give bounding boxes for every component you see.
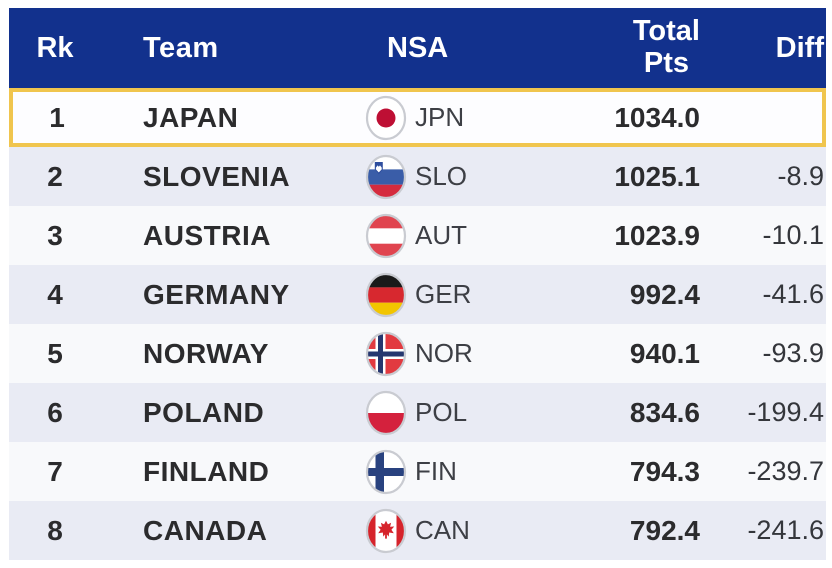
total-pts-cell: 834.6	[629, 396, 700, 428]
team-cell: SLOVENIA	[143, 160, 291, 192]
nsa-code: FIN	[415, 456, 457, 486]
total-pts-cell: 1025.1	[614, 160, 700, 192]
flag-norway-icon	[365, 331, 407, 377]
rank-cell: 8	[47, 514, 63, 546]
nsa-cell: JPN	[349, 95, 511, 141]
nsa-code: SLO	[415, 161, 468, 191]
team-cell: JAPAN	[143, 101, 239, 133]
diff-cell: -41.6	[762, 279, 824, 309]
table-row[interactable]: 1 JAPAN JPN 1034.0	[9, 88, 826, 147]
table-row[interactable]: 2 SLOVENIA SLO	[9, 147, 826, 206]
header-total-pts: Total Pts	[511, 15, 706, 80]
flag-slovenia-icon	[365, 154, 407, 200]
header-total-pts-line1: Total	[632, 15, 700, 48]
nsa-cell: FIN	[349, 449, 511, 495]
table-row[interactable]: 7 FINLAND FIN 794.3 -239.7	[9, 442, 826, 501]
header-total-pts-line2: Pts	[643, 47, 689, 79]
total-pts-cell: 992.4	[629, 278, 700, 310]
rank-cell: 2	[47, 160, 63, 192]
table-row[interactable]: 5 NORWAY NOR 940.1 -93.9	[9, 324, 826, 383]
total-pts-cell: 1034.0	[614, 101, 700, 133]
rank-cell: 6	[47, 396, 63, 428]
team-cell: FINLAND	[143, 455, 270, 487]
nsa-cell: AUT	[349, 213, 511, 259]
nsa-cell: CAN	[349, 508, 511, 554]
total-pts-cell: 792.4	[629, 514, 700, 546]
total-pts-cell: 794.3	[629, 455, 700, 487]
nsa-code: CAN	[415, 515, 470, 545]
rank-cell: 1	[49, 101, 65, 133]
diff-cell: -199.4	[747, 397, 824, 427]
rank-cell: 5	[47, 337, 63, 369]
rank-cell: 4	[47, 278, 63, 310]
nsa-cell: POL	[349, 390, 511, 436]
diff-cell: -8.9	[777, 161, 824, 191]
diff-cell: -239.7	[747, 456, 824, 486]
flag-canada-icon	[365, 508, 407, 554]
nsa-code: JPN	[415, 102, 465, 132]
team-cell: NORWAY	[143, 337, 269, 369]
table-row[interactable]: 4 GERMANY GER 992.4 -41.6	[9, 265, 826, 324]
nsa-code: NOR	[415, 338, 473, 368]
team-cell: POLAND	[143, 396, 265, 428]
team-cell: CANADA	[143, 514, 268, 546]
flag-finland-icon	[365, 449, 407, 495]
flag-germany-icon	[365, 272, 407, 318]
team-cell: GERMANY	[143, 278, 290, 310]
flag-japan-icon	[365, 95, 407, 141]
table-header: Rk Team NSA Total Pts Diff	[9, 8, 826, 88]
header-team: Team	[143, 31, 219, 64]
nsa-cell: NOR	[349, 331, 511, 377]
team-cell: AUSTRIA	[143, 219, 271, 251]
total-pts-cell: 940.1	[629, 337, 700, 369]
rank-cell: 3	[47, 219, 63, 251]
nsa-code: GER	[415, 279, 472, 309]
nsa-code: AUT	[415, 220, 467, 250]
total-pts-cell: 1023.9	[614, 219, 700, 251]
nsa-cell: GER	[349, 272, 511, 318]
diff-cell: -93.9	[762, 338, 824, 368]
header-diff: Diff	[775, 31, 824, 64]
flag-poland-icon	[365, 390, 407, 436]
table-row[interactable]: 3 AUSTRIA AUT 1023.9 -10.1	[9, 206, 826, 265]
header-nsa: NSA	[387, 31, 449, 64]
table-row[interactable]: 6 POLAND POL 834.6 -199.4	[9, 383, 826, 442]
flag-austria-icon	[365, 213, 407, 259]
header-rank: Rk	[36, 31, 74, 64]
nsa-code: POL	[415, 397, 468, 427]
nsa-cell: SLO	[349, 154, 511, 200]
table-row[interactable]: 8 CANADA CAN 792.4 -241.6	[9, 501, 826, 560]
diff-cell: -10.1	[762, 220, 824, 250]
rank-cell: 7	[47, 455, 63, 487]
diff-cell: -241.6	[747, 515, 824, 545]
